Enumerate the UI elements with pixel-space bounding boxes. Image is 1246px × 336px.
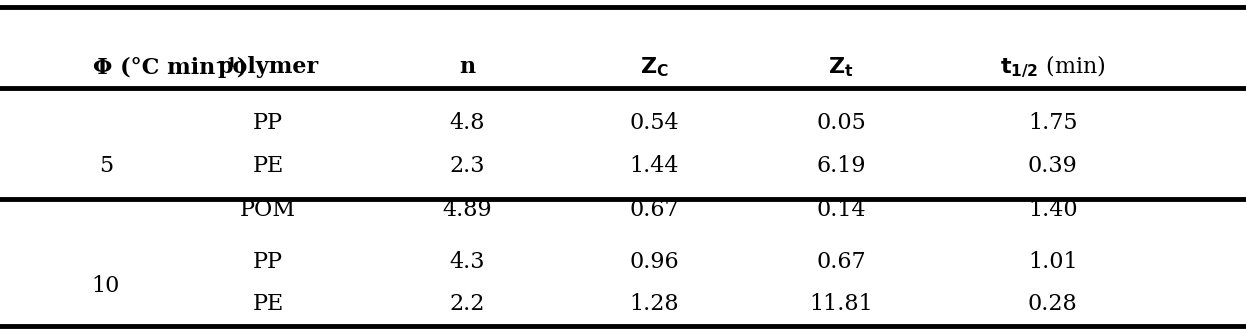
Text: $\mathbf{Z_C}$: $\mathbf{Z_C}$ — [639, 55, 669, 79]
Text: n: n — [460, 56, 475, 78]
Text: 0.28: 0.28 — [1028, 293, 1078, 315]
Text: 1.40: 1.40 — [1028, 199, 1078, 221]
Text: 0.39: 0.39 — [1028, 155, 1078, 177]
Text: 1.01: 1.01 — [1028, 251, 1078, 273]
Text: polymer: polymer — [217, 56, 319, 78]
Text: $\mathbf{t_{1/2}}$ (min): $\mathbf{t_{1/2}}$ (min) — [1001, 54, 1105, 80]
Text: 4.3: 4.3 — [450, 251, 485, 273]
Text: 4.8: 4.8 — [450, 112, 485, 134]
Text: 11.81: 11.81 — [809, 293, 873, 315]
Text: 1.28: 1.28 — [629, 293, 679, 315]
Text: 2.3: 2.3 — [450, 155, 485, 177]
Text: $\mathbf{Z_t}$: $\mathbf{Z_t}$ — [829, 55, 854, 79]
Text: PE: PE — [252, 293, 284, 315]
Text: 0.14: 0.14 — [816, 199, 866, 221]
Text: PE: PE — [252, 155, 284, 177]
Text: 0.54: 0.54 — [629, 112, 679, 134]
Text: 0.67: 0.67 — [816, 251, 866, 273]
Text: 10: 10 — [92, 275, 120, 297]
Text: 0.96: 0.96 — [629, 251, 679, 273]
Text: 0.05: 0.05 — [816, 112, 866, 134]
Text: 6.19: 6.19 — [816, 155, 866, 177]
Text: 0.67: 0.67 — [629, 199, 679, 221]
Text: 2.2: 2.2 — [450, 293, 485, 315]
Text: Φ (°C min⁻¹): Φ (°C min⁻¹) — [93, 56, 248, 78]
Text: 5: 5 — [98, 155, 113, 177]
Text: 1.75: 1.75 — [1028, 112, 1078, 134]
Text: PP: PP — [253, 251, 283, 273]
Text: 4.89: 4.89 — [442, 199, 492, 221]
Text: 1.44: 1.44 — [629, 155, 679, 177]
Text: PP: PP — [253, 112, 283, 134]
Text: POM: POM — [240, 199, 295, 221]
